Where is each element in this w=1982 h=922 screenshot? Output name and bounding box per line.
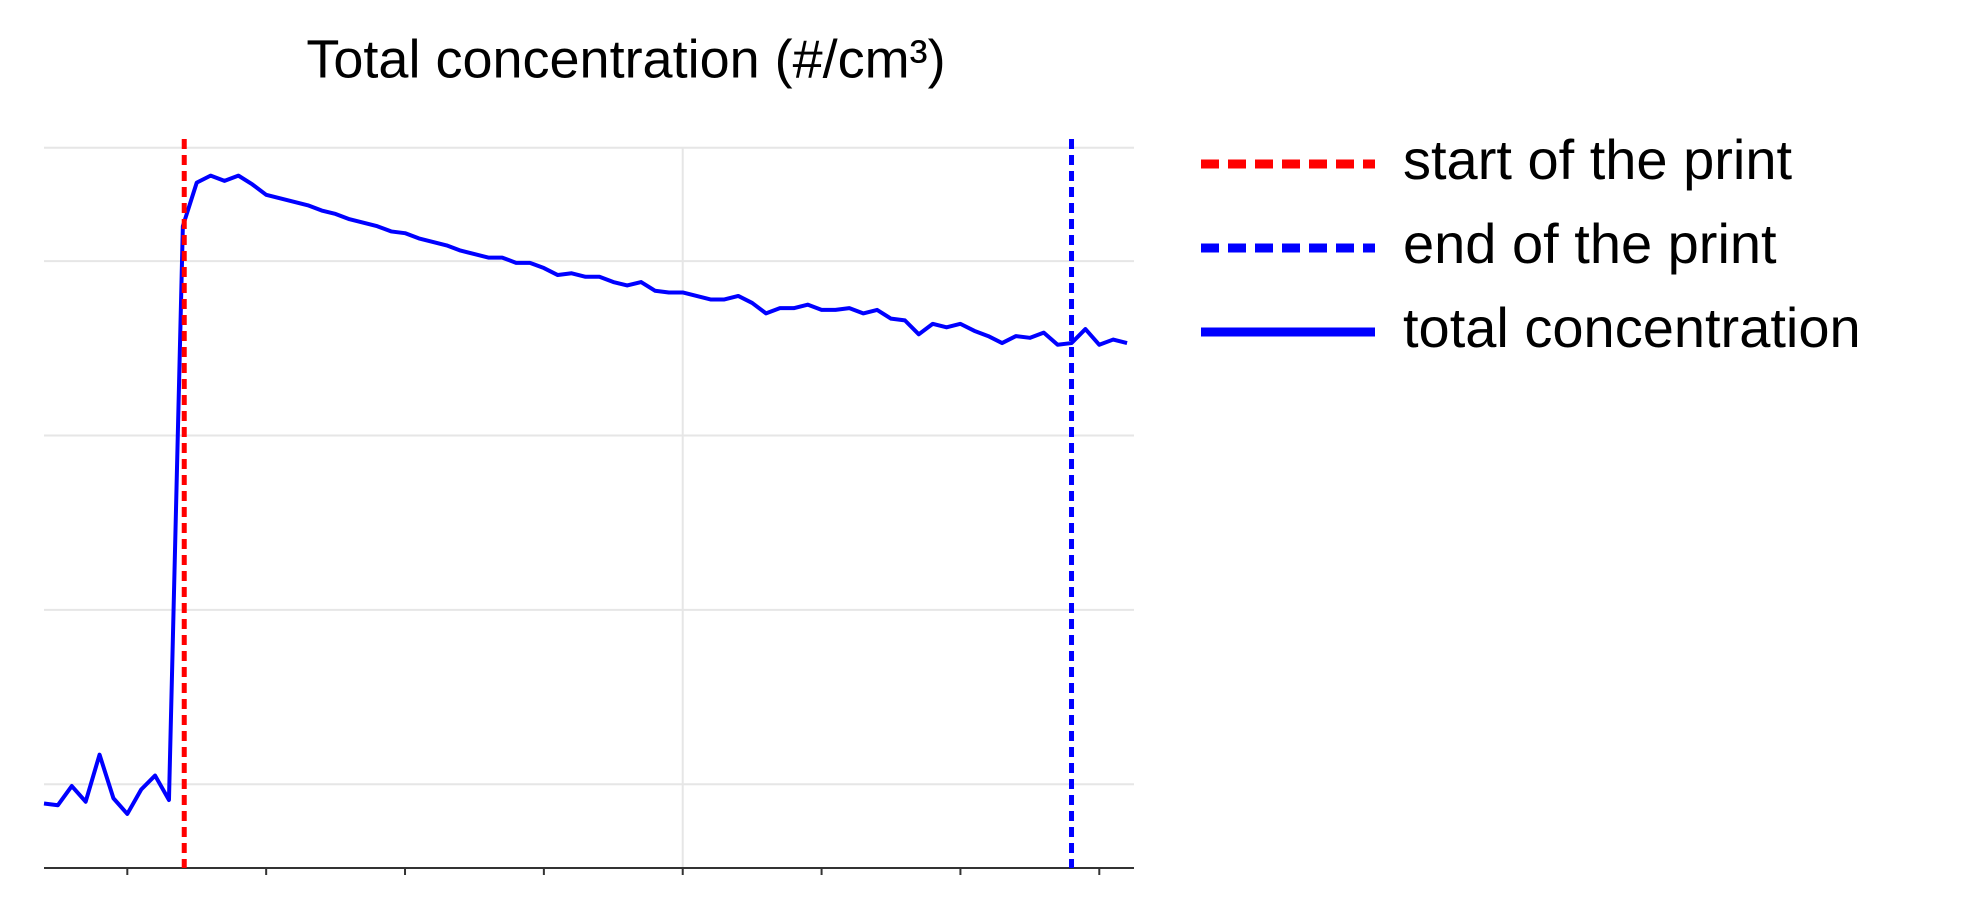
legend-label: total concentration <box>1403 296 1861 359</box>
line-series <box>43 173 1128 816</box>
legend-label: start of the print <box>1403 128 1793 191</box>
chart-title: Total concentration (#/cm³) <box>306 29 945 89</box>
legend-label: end of the print <box>1403 212 1777 275</box>
